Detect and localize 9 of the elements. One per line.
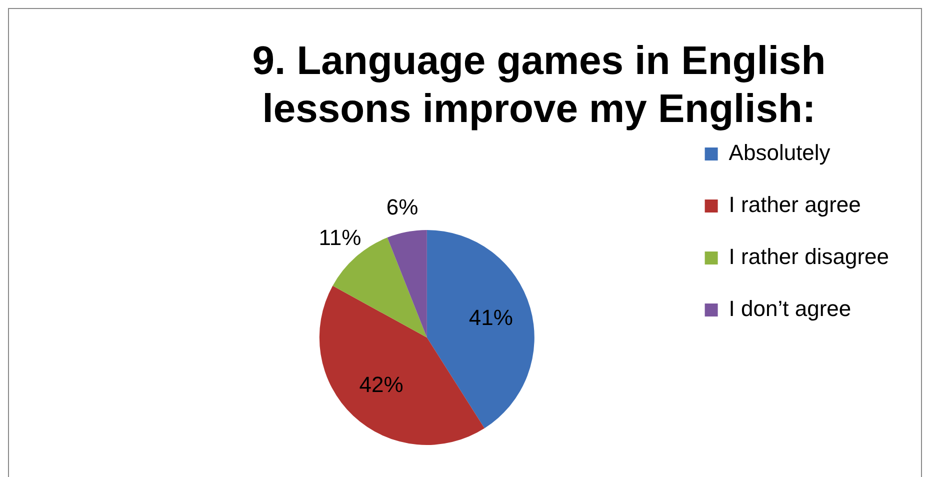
data-label: 42% <box>359 372 404 398</box>
data-label: 11% <box>318 224 362 250</box>
legend-label: I rather disagree <box>728 244 890 270</box>
legend-label: Absolutely <box>728 140 830 166</box>
chart-title: 9. Language games in English lessons improve my English: <box>252 39 826 132</box>
legend-label: I don’t agree <box>728 296 852 322</box>
data-label: 41% <box>468 304 513 330</box>
data-label: 6% <box>386 194 418 220</box>
legend-label: I rather agree <box>728 192 861 218</box>
